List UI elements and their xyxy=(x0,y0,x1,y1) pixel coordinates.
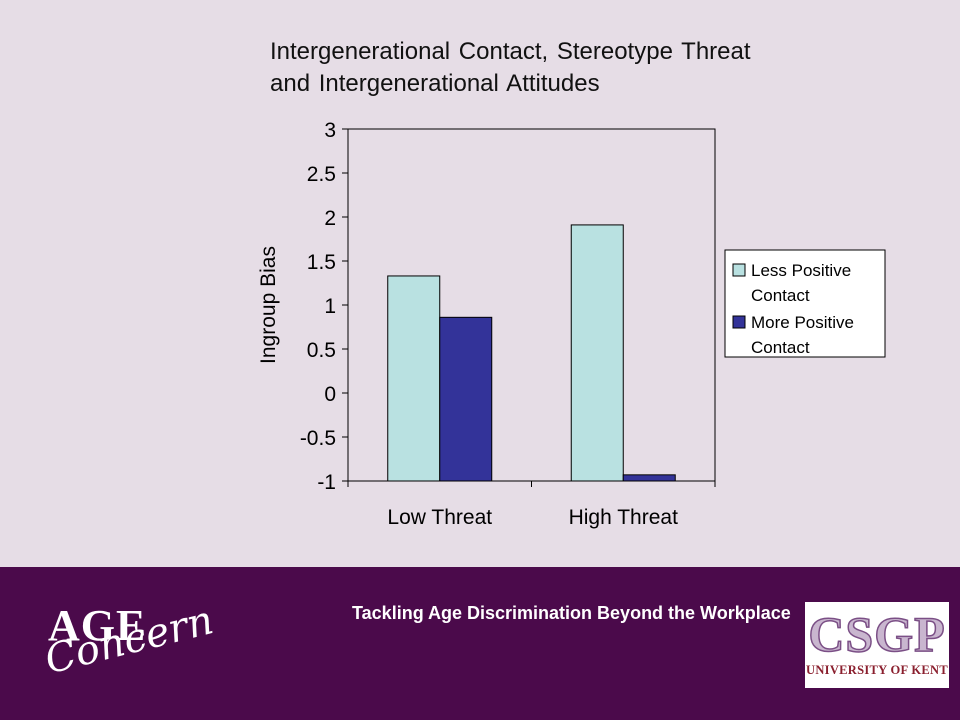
y-axis-label: Ingroup Bias xyxy=(257,246,280,364)
y-tick-label: 0.5 xyxy=(307,339,336,362)
y-tick-label: 3 xyxy=(324,119,336,142)
csgp-logo-word: CSGP xyxy=(808,606,946,662)
legend-box xyxy=(724,249,886,358)
csgp-university-of-kent-logo: CSGP UNIVERSITY OF KENT xyxy=(805,602,949,688)
footer-tagline: Tackling Age Discrimination Beyond the W… xyxy=(352,603,791,623)
x-tick-label: Low Threat xyxy=(387,506,492,529)
bar xyxy=(622,474,676,482)
age-concern-logo: AGE Concern xyxy=(40,597,217,700)
y-tick-label: 2.5 xyxy=(307,163,336,186)
legend: Less Positive Contact More Positive Contact xyxy=(724,249,886,358)
kent-logo-subtitle: UNIVERSITY OF KENT xyxy=(806,663,948,677)
y-tick-label: -1 xyxy=(317,471,336,494)
y-tick-label: 2 xyxy=(324,207,336,230)
slide-title-line-2: and Intergenerational Attitudes xyxy=(270,70,600,97)
x-tick-label: High Threat xyxy=(569,506,679,529)
y-tick-label: 1.5 xyxy=(307,251,336,274)
bar xyxy=(439,316,493,482)
legend-swatch xyxy=(732,315,746,329)
legend-label: More Positive xyxy=(751,313,854,332)
y-axis-ticks: 3 2.5 2 1.5 1 0.5 0 -0.5 -1 xyxy=(300,119,348,494)
legend-label-continued: Contact xyxy=(751,338,810,357)
slide-title-line-1: Intergenerational Contact, Stereotype Th… xyxy=(270,38,751,65)
x-axis-ticks: Low Threat High Threat xyxy=(347,481,716,529)
bar xyxy=(387,275,441,482)
legend-label-continued: Contact xyxy=(751,286,810,305)
age-logo-word: AGE xyxy=(48,601,147,650)
legend-swatch xyxy=(732,263,746,277)
footer-band xyxy=(0,567,960,720)
slide-title: Intergenerational Contact, Stereotype Th… xyxy=(270,36,910,100)
y-tick-label: 1 xyxy=(324,295,336,318)
bar xyxy=(570,224,624,482)
legend-label: Less Positive xyxy=(751,261,851,280)
bar-chart: 3 2.5 2 1.5 1 0.5 0 -0.5 -1 Low Threat High Threa… xyxy=(257,119,886,529)
y-tick-label: 0 xyxy=(324,383,336,406)
bars xyxy=(387,224,676,482)
y-tick-label: -0.5 xyxy=(300,427,336,450)
